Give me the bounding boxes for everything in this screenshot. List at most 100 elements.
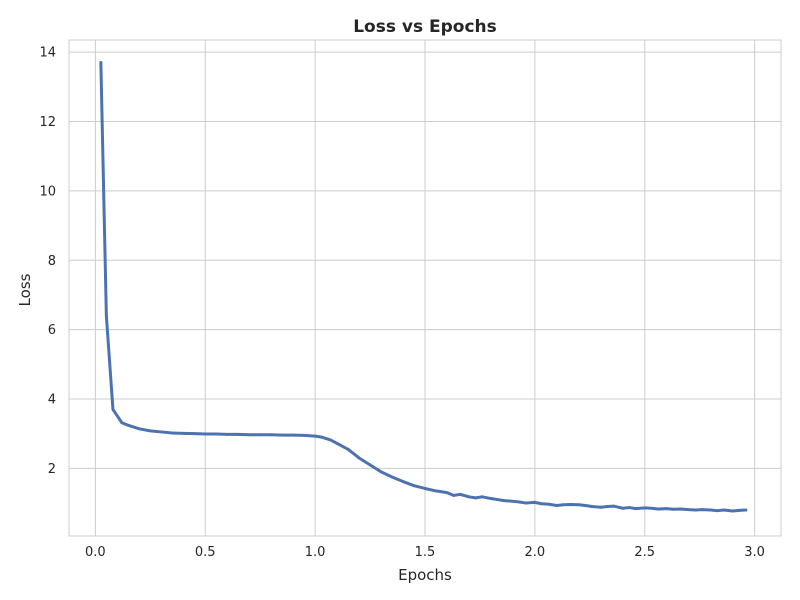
data-point [258,433,262,437]
data-point [731,509,735,513]
data-point [568,503,572,506]
data-point [687,508,691,512]
data-point [612,504,616,508]
y-tick-labels: 2 4 6 8 10 12 14 [39,46,56,477]
data-point [546,502,550,506]
x-tick-label: 3.0 [744,545,765,560]
data-point [247,433,251,437]
y-tick-label: 8 [48,254,56,269]
data-point [412,484,416,488]
data-point [346,447,350,451]
data-point [329,438,332,442]
data-point [562,503,565,507]
data-point [225,432,229,436]
data-point [489,497,493,500]
x-tick-labels: 0.0 0.5 1.0 1.5 2.0 2.5 3.0 [85,545,765,560]
data-point [480,495,484,499]
data-point [577,503,581,507]
data-point [445,491,449,495]
x-tick-label: 0.5 [195,545,216,560]
data-point [590,505,594,508]
data-point [379,470,383,474]
data-point [120,421,124,424]
x-axis-title: Epochs [398,566,452,584]
series-layer [99,61,748,513]
data-point [693,508,697,512]
data-point [181,431,185,435]
data-point [313,434,317,438]
y-tick-label: 10 [39,184,56,199]
data-point [737,508,741,512]
data-point [709,508,713,512]
x-tick-label: 1.0 [305,545,326,560]
data-point [621,506,625,510]
data-point [496,498,499,501]
x-tick-label: 2.0 [525,545,546,560]
data-point [502,499,506,503]
y-axis-title: Loss [16,273,34,306]
data-point [104,314,108,318]
y-tick-label: 2 [48,462,56,477]
data-point [148,429,152,433]
data-point [280,433,284,437]
x-tick-label: 1.5 [415,545,436,560]
data-point [236,432,240,436]
y-tick-label: 14 [39,46,56,61]
data-point [524,501,528,505]
data-point [584,504,587,507]
data-point [137,427,141,431]
data-point [434,489,438,493]
data-point [665,507,669,510]
x-tick-label: 2.5 [634,545,655,560]
data-point [715,509,719,513]
data-point [452,494,455,497]
data-point [634,507,638,510]
data-point [643,506,647,510]
data-point [540,502,543,506]
data-point [533,500,537,504]
data-point [458,492,462,496]
data-point [99,61,103,64]
data-point [555,504,559,507]
y-tick-label: 4 [48,392,56,407]
data-point [302,434,306,437]
y-tick-label: 12 [39,115,56,130]
data-point [320,435,324,439]
data-point [170,431,174,435]
y-tick-label: 6 [48,323,56,338]
data-point [511,499,515,503]
grid-layer [69,40,781,536]
data-point [192,432,196,436]
data-point [744,508,748,512]
data-point [423,487,427,490]
data-point [700,508,704,512]
data-point [678,507,682,511]
data-point [159,430,163,434]
series-line [99,61,748,513]
data-point [291,433,295,437]
data-point [126,423,130,427]
data-point [111,408,115,411]
data-point [214,432,218,436]
data-point [649,506,653,510]
data-point [335,441,339,445]
data-point [474,496,477,500]
data-point [368,463,372,467]
chart-title: Loss vs Epochs [353,17,497,37]
data-point [401,480,405,483]
data-point [656,507,660,511]
data-point [627,506,631,509]
data-point [357,456,361,460]
data-point [269,433,273,437]
data-point [390,475,394,479]
data-point [203,432,207,436]
plot-frame [68,39,782,537]
x-tick-label: 0.0 [85,545,106,560]
data-point [722,508,726,512]
data-point [671,507,675,511]
data-point [606,505,609,508]
data-point [518,500,521,504]
